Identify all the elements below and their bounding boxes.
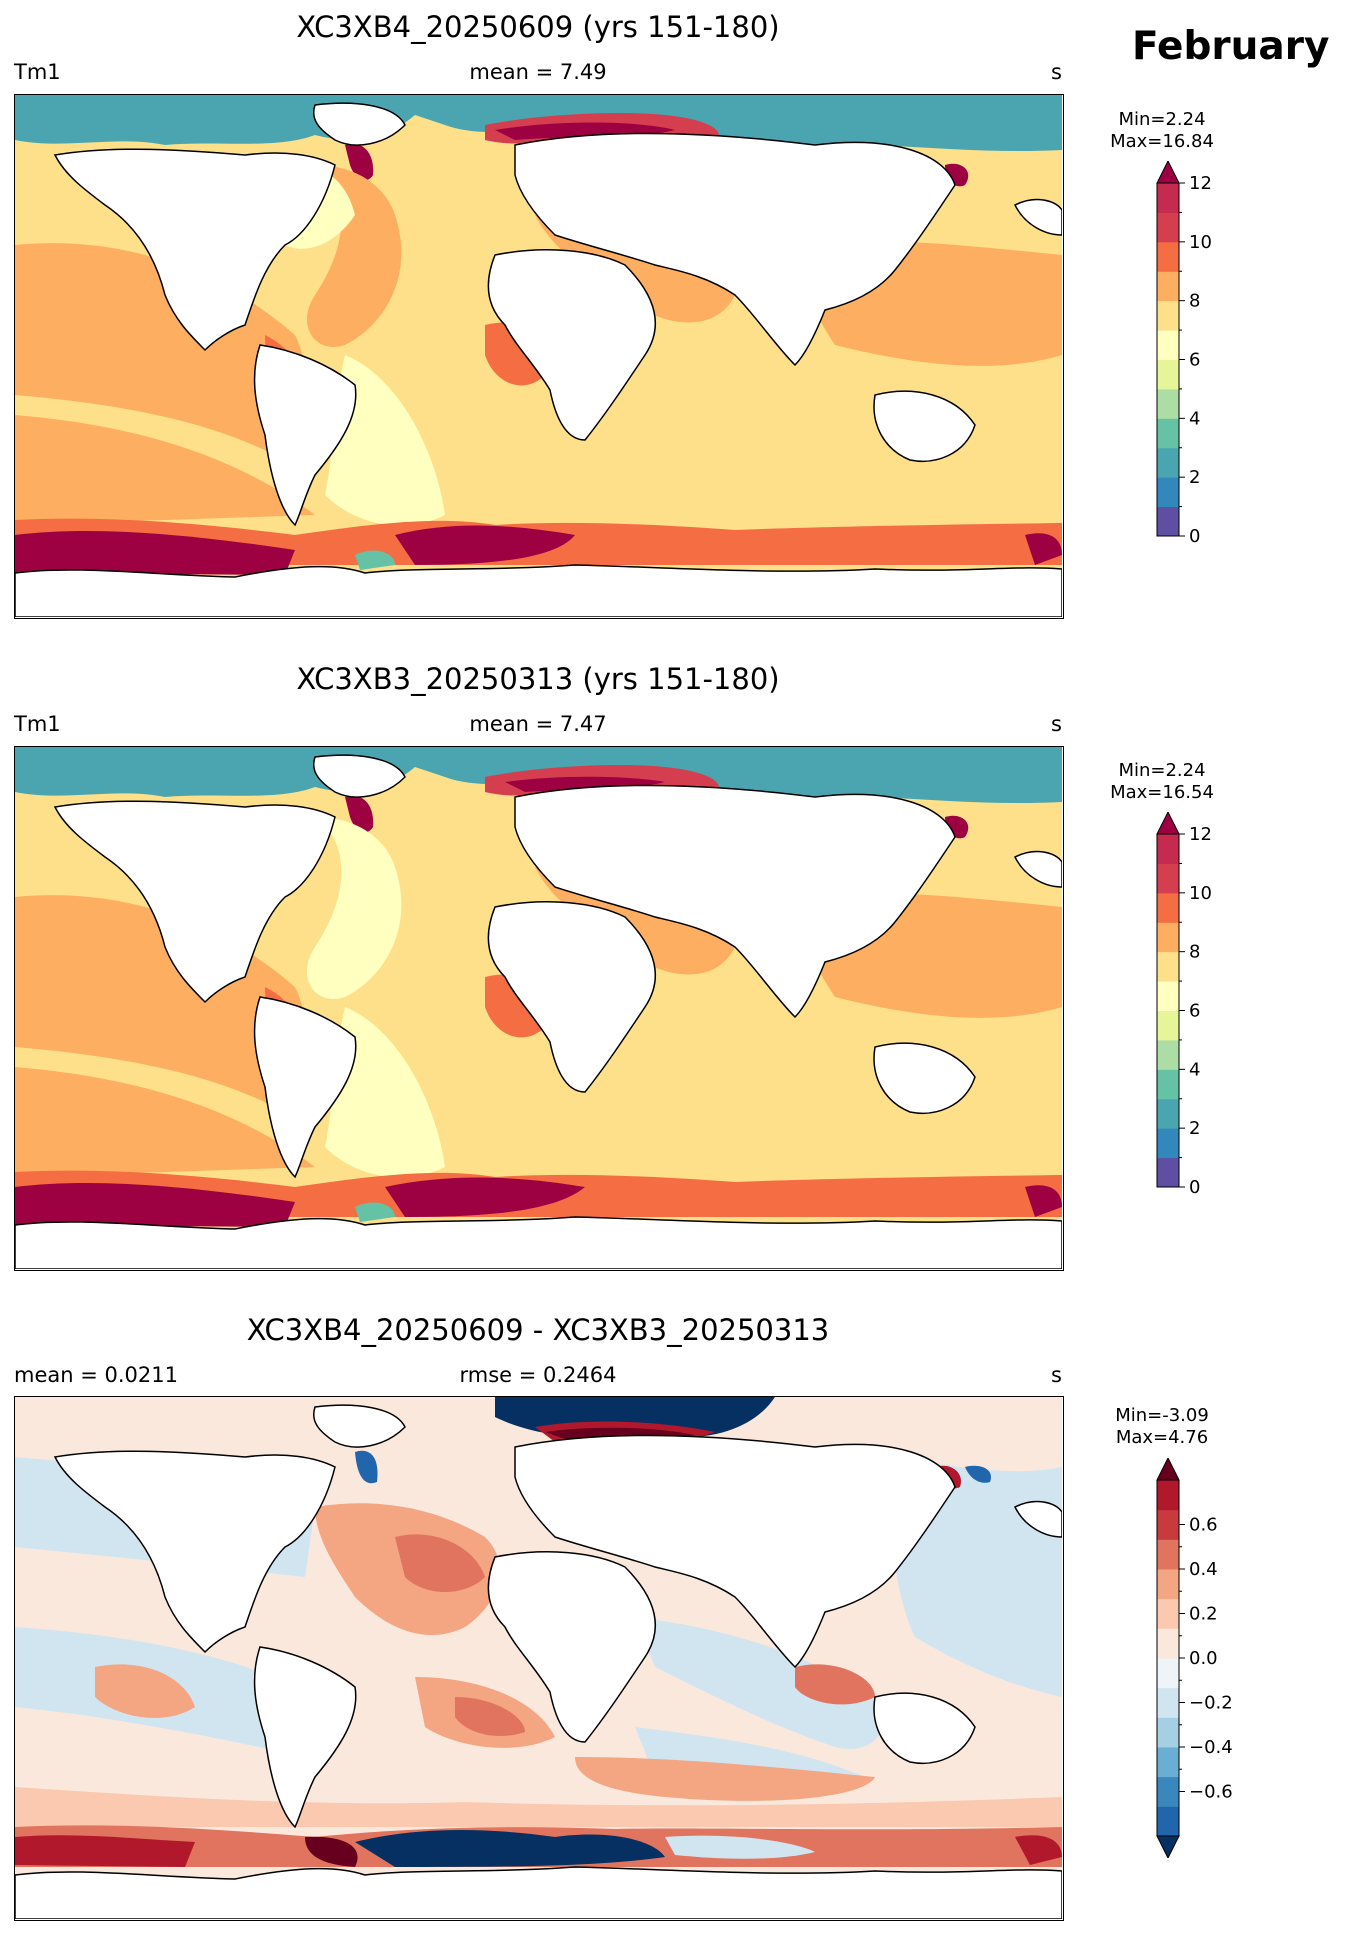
panel-1-units-label: s — [1051, 60, 1062, 84]
panel-1-variable-label: Tm1 — [14, 60, 61, 84]
panel-1-min-text: Min=2.24 — [1118, 109, 1206, 130]
colorbar-tick-label: 10 — [1189, 883, 1212, 904]
panel-1-map — [14, 94, 1064, 619]
colorbar-tick-label: 12 — [1189, 824, 1212, 845]
colorbar-segment — [1157, 1747, 1179, 1778]
colorbar-segment — [1157, 981, 1179, 1011]
panel-3-colorbar: −0.6 −0.4 −0.2 0.0 0.2 0.4 0.6 — [1155, 1456, 1255, 1860]
panel-3-max-text: Max=4.76 — [1115, 1427, 1209, 1448]
colorbar-segment — [1157, 418, 1179, 449]
colorbar-tick-label: −0.2 — [1189, 1693, 1233, 1714]
panel-3-min-text: Min=-3.09 — [1115, 1405, 1209, 1426]
colorbar-segment — [1157, 834, 1179, 864]
colorbar-segment — [1157, 1628, 1179, 1659]
colorbar-tick-label: 2 — [1189, 467, 1200, 488]
colorbar-segment — [1157, 506, 1179, 537]
colorbar-segment — [1157, 1480, 1179, 1511]
colorbar-segment — [1157, 863, 1179, 894]
colorbar-extend-max — [1156, 810, 1180, 835]
panel-2-map-svg — [14, 747, 1063, 1270]
colorbar-tick-label: −0.4 — [1189, 1737, 1233, 1758]
colorbar-tick-label: 8 — [1189, 942, 1200, 963]
panel-3-title: XC3XB4_20250609 - XC3XB3_20250313 — [246, 1313, 830, 1347]
panel-1-colorbar-svg: 0 2 4 6 8 10 12 — [1156, 159, 1212, 547]
colorbar-segment — [1157, 447, 1179, 478]
panel-1-colorbar: 0 2 4 6 8 10 12 — [1155, 159, 1255, 561]
colorbar-segment — [1157, 359, 1179, 390]
colorbar-segment — [1157, 1509, 1179, 1540]
colorbar-tick-label: 0.4 — [1189, 1559, 1218, 1580]
colorbar-tick-label: 0.0 — [1189, 1648, 1218, 1669]
colorbar-segment — [1157, 892, 1179, 923]
colorbar-segment — [1157, 1039, 1179, 1070]
panel-2-variable-label: Tm1 — [14, 712, 61, 736]
colorbar-segment — [1157, 1658, 1179, 1689]
colorbar-extend-min — [1156, 1835, 1180, 1860]
panel-3-colorbar-svg: −0.6 −0.4 −0.2 0.0 0.2 0.4 0.6 — [1156, 1456, 1233, 1860]
panel-1-mean-label: mean = 7.49 — [469, 60, 607, 84]
colorbar-segment — [1157, 1157, 1179, 1188]
colorbar-tick-label: 2 — [1189, 1118, 1200, 1139]
colorbar-segment — [1157, 1128, 1179, 1159]
panel-3-units-label: s — [1051, 1363, 1062, 1387]
panel-2-map — [14, 746, 1064, 1271]
colorbar-tick-label: 4 — [1189, 408, 1200, 429]
panel-2-min-text: Min=2.24 — [1118, 760, 1206, 781]
panel-2-title: XC3XB3_20250313 (yrs 151-180) — [296, 662, 780, 696]
colorbar-extend-max — [1156, 1456, 1180, 1481]
colorbar-tick-label: 0.2 — [1189, 1604, 1218, 1625]
panel-2-colorbar-svg: 0 2 4 6 8 10 12 — [1156, 810, 1212, 1198]
colorbar-tick-label: 10 — [1189, 232, 1212, 253]
colorbar-segment — [1157, 241, 1179, 272]
colorbar-tick-label: −0.6 — [1189, 1782, 1233, 1803]
colorbar-extend-max — [1156, 159, 1180, 184]
panel-2-units-label: s — [1051, 712, 1062, 736]
panel-2-max-text: Max=16.54 — [1110, 782, 1214, 803]
colorbar-segment — [1157, 1010, 1179, 1041]
colorbar-segment — [1157, 1569, 1179, 1600]
panel-3-rmse-label: rmse = 0.2464 — [459, 1363, 617, 1387]
colorbar-segment — [1157, 1776, 1179, 1807]
panel-3-mean-label: mean = 0.0211 — [14, 1363, 178, 1387]
colorbar-segment — [1157, 477, 1179, 508]
colorbar-segment — [1157, 1598, 1179, 1629]
panel-1-max-text: Max=16.84 — [1110, 131, 1214, 152]
colorbar-segment — [1157, 388, 1179, 419]
colorbar-tick-label: 4 — [1189, 1059, 1200, 1080]
colorbar-tick-label: 6 — [1189, 350, 1200, 371]
colorbar-segment — [1157, 951, 1179, 982]
colorbar-segment — [1157, 183, 1179, 213]
panel-3-map-svg — [14, 1397, 1063, 1920]
colorbar-segment — [1157, 330, 1179, 360]
panel-1-map-svg — [14, 95, 1063, 618]
colorbar-segment — [1157, 1806, 1179, 1837]
colorbar-segment — [1157, 1687, 1179, 1718]
panel-2-mean-label: mean = 7.47 — [469, 712, 607, 736]
colorbar-segment — [1157, 1717, 1179, 1748]
colorbar-tick-label: 12 — [1189, 173, 1212, 194]
colorbar-tick-label: 6 — [1189, 1001, 1200, 1022]
colorbar-segment — [1157, 1098, 1179, 1129]
panel-3-map — [14, 1396, 1064, 1921]
colorbar-tick-label: 0 — [1189, 1177, 1200, 1198]
month-title: February — [1132, 24, 1330, 69]
colorbar-segment — [1157, 300, 1179, 331]
colorbar-segment — [1157, 922, 1179, 953]
colorbar-segment — [1157, 271, 1179, 302]
colorbar-tick-label: 0 — [1189, 526, 1200, 547]
panel-1-title: XC3XB4_20250609 (yrs 151-180) — [296, 10, 780, 44]
colorbar-segment — [1157, 1069, 1179, 1100]
colorbar-segment — [1157, 1539, 1179, 1570]
colorbar-tick-label: 0.6 — [1189, 1515, 1218, 1536]
panel-2-colorbar: 0 2 4 6 8 10 12 — [1155, 810, 1255, 1212]
colorbar-segment — [1157, 212, 1179, 243]
colorbar-tick-label: 8 — [1189, 291, 1200, 312]
